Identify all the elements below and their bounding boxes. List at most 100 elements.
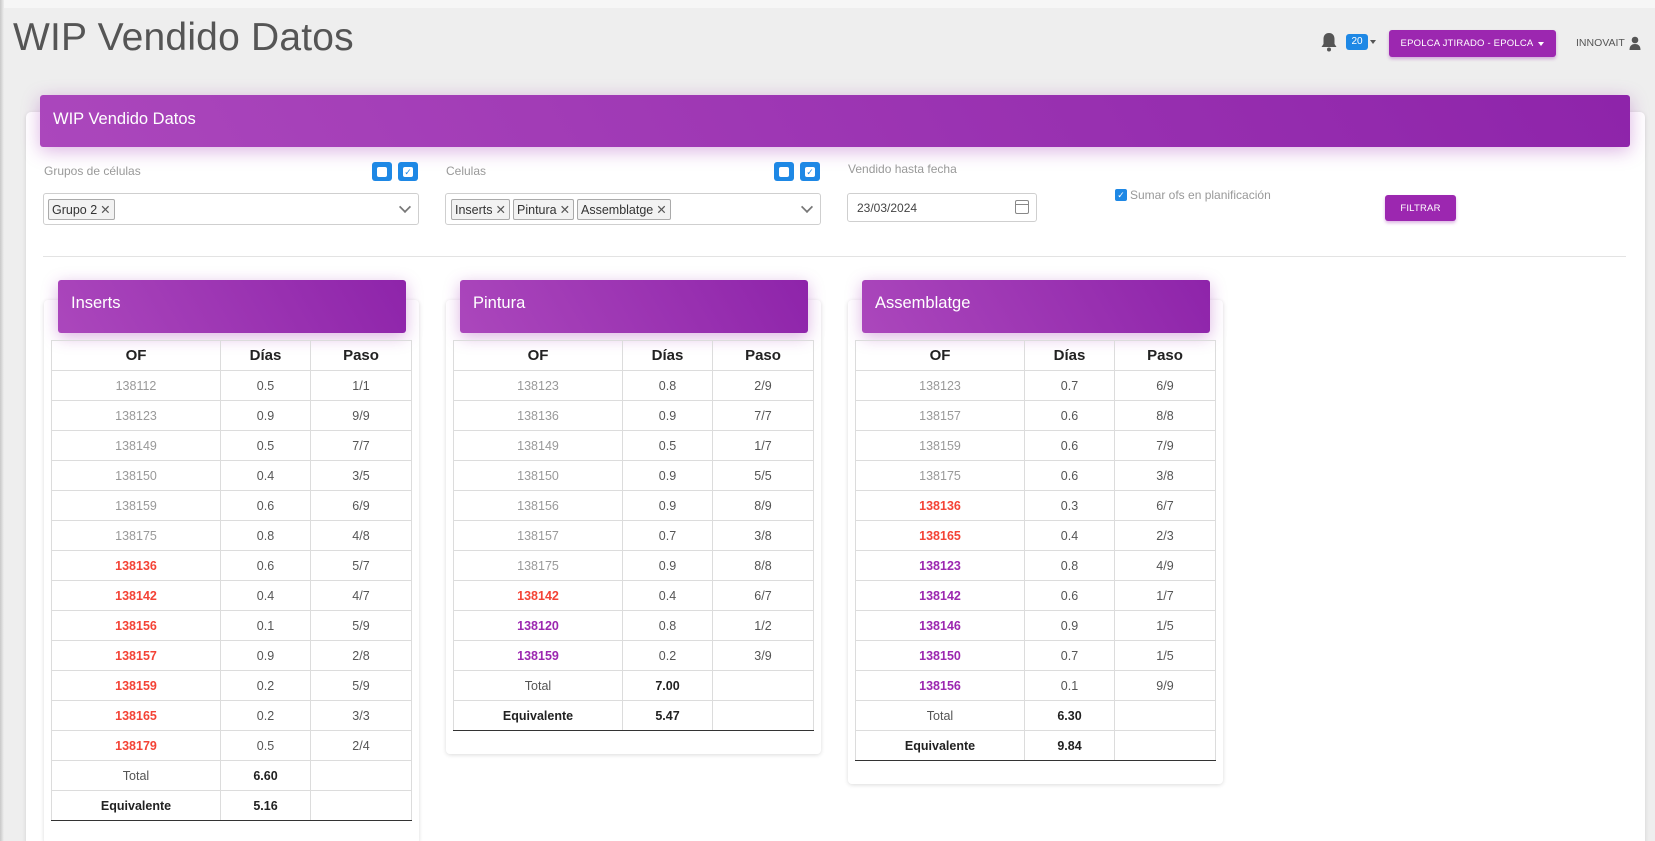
celulas-select[interactable]: Inserts ✕ Pintura ✕ Assemblatge ✕ bbox=[445, 193, 821, 225]
sumar-checkbox[interactable]: ✓ Sumar ofs en planificación bbox=[1115, 188, 1271, 202]
panel-title: Assemblatge bbox=[862, 280, 1210, 333]
equivalente-row: Equivalente 5.47 bbox=[453, 700, 814, 731]
of-cell: 138157 bbox=[855, 400, 1025, 431]
of-cell: 138120 bbox=[453, 610, 623, 641]
dias-cell: 0.1 bbox=[1024, 670, 1115, 701]
of-cell: 138136 bbox=[51, 550, 221, 581]
filtrar-button[interactable]: FILTRAR bbox=[1385, 195, 1456, 221]
tag-label: Inserts bbox=[455, 203, 493, 217]
celulas-tag[interactable]: Inserts ✕ bbox=[451, 199, 510, 220]
dias-cell: 0.5 bbox=[220, 430, 311, 461]
column-header[interactable]: Días bbox=[622, 340, 713, 371]
paso-cell: 1/5 bbox=[1114, 640, 1216, 671]
notifications-badge[interactable]: 20 bbox=[1346, 34, 1368, 50]
column-header[interactable]: OF bbox=[855, 340, 1025, 371]
page-title: WIP Vendido Datos bbox=[13, 16, 354, 59]
dias-cell: 0.9 bbox=[622, 550, 713, 581]
column-header[interactable]: Paso bbox=[310, 340, 412, 371]
select-all-celulas-button[interactable]: ✓ bbox=[800, 162, 820, 181]
remove-tag-icon[interactable]: ✕ bbox=[559, 203, 571, 217]
table-row: 138159 0.6 7/9 bbox=[855, 430, 1216, 461]
table-row: 138179 0.5 2/4 bbox=[51, 730, 412, 761]
square-icon bbox=[779, 166, 789, 177]
of-cell: 138157 bbox=[51, 640, 221, 671]
org-menu[interactable]: INNOVAIT bbox=[1576, 36, 1641, 50]
of-cell: 138179 bbox=[51, 730, 221, 761]
checkbox-checked-icon[interactable]: ✓ bbox=[1115, 189, 1127, 201]
dias-cell: 0.8 bbox=[1024, 550, 1115, 581]
of-cell: 138142 bbox=[855, 580, 1025, 611]
of-cell: 138150 bbox=[453, 460, 623, 491]
user-dropdown-button[interactable]: EPOLCA JTIRADO - EPOLCA bbox=[1389, 30, 1556, 57]
sidebar-edge bbox=[0, 0, 4, 841]
deselect-all-grupos-button[interactable] bbox=[372, 162, 392, 181]
dias-cell: 0.9 bbox=[622, 460, 713, 491]
check-icon: ✓ bbox=[805, 166, 815, 177]
dias-cell: 0.6 bbox=[1024, 400, 1115, 431]
chevron-down-icon[interactable] bbox=[398, 200, 412, 214]
celulas-tag[interactable]: Assemblatge ✕ bbox=[577, 199, 671, 220]
total-value: 6.60 bbox=[220, 760, 311, 791]
bell-icon[interactable] bbox=[1320, 32, 1338, 52]
column-header[interactable]: Paso bbox=[1114, 340, 1216, 371]
paso-cell: 1/5 bbox=[1114, 610, 1216, 641]
dias-cell: 0.5 bbox=[220, 730, 311, 761]
table-row: 138142 0.4 4/7 bbox=[51, 580, 412, 611]
select-all-grupos-button[interactable]: ✓ bbox=[398, 162, 418, 181]
table-row: 138157 0.9 2/8 bbox=[51, 640, 412, 671]
paso-cell: 6/9 bbox=[1114, 370, 1216, 401]
grupos-label: Grupos de células bbox=[44, 164, 141, 178]
equivalente-row: Equivalente 5.16 bbox=[51, 790, 412, 821]
grupos-tag[interactable]: Grupo 2 ✕ bbox=[48, 199, 115, 220]
empty-cell bbox=[310, 790, 412, 821]
remove-tag-icon[interactable]: ✕ bbox=[656, 203, 667, 217]
table-row: 138112 0.5 1/1 bbox=[51, 370, 412, 401]
grupos-select[interactable]: Grupo 2 ✕ bbox=[43, 193, 419, 225]
paso-cell: 6/7 bbox=[712, 580, 814, 611]
equivalente-value: 5.16 bbox=[220, 790, 311, 821]
dias-cell: 0.6 bbox=[1024, 580, 1115, 611]
calendar-icon[interactable] bbox=[1015, 200, 1029, 214]
paso-cell: 5/5 bbox=[712, 460, 814, 491]
of-cell: 138112 bbox=[51, 370, 221, 401]
table-row: 138123 0.9 9/9 bbox=[51, 400, 412, 431]
table-row: 138149 0.5 1/7 bbox=[453, 430, 814, 461]
top-strip bbox=[0, 0, 1655, 8]
of-table: OF Días Paso 138123 0.7 6/9 138157 0.6 8/8 138159… bbox=[855, 340, 1216, 761]
column-header[interactable]: Paso bbox=[712, 340, 814, 371]
divider bbox=[43, 256, 1626, 257]
table-row: 138175 0.8 4/8 bbox=[51, 520, 412, 551]
panel-title: Inserts bbox=[58, 280, 406, 333]
dias-cell: 0.9 bbox=[622, 400, 713, 431]
fecha-input[interactable]: 23/03/2024 bbox=[847, 193, 1037, 222]
table-row: 138123 0.7 6/9 bbox=[855, 370, 1216, 401]
paso-cell: 1/7 bbox=[712, 430, 814, 461]
of-cell: 138175 bbox=[855, 460, 1025, 491]
paso-cell: 7/7 bbox=[310, 430, 412, 461]
dias-cell: 0.4 bbox=[622, 580, 713, 611]
column-header[interactable]: OF bbox=[453, 340, 623, 371]
dias-cell: 0.8 bbox=[220, 520, 311, 551]
remove-tag-icon[interactable]: ✕ bbox=[100, 203, 111, 217]
dias-cell: 0.9 bbox=[1024, 610, 1115, 641]
deselect-all-celulas-button[interactable] bbox=[774, 162, 794, 181]
chevron-down-icon[interactable] bbox=[800, 200, 814, 214]
table-row: 138157 0.6 8/8 bbox=[855, 400, 1216, 431]
of-cell: 138156 bbox=[855, 670, 1025, 701]
of-cell: 138150 bbox=[51, 460, 221, 491]
tag-label: Grupo 2 bbox=[52, 203, 98, 217]
of-cell: 138175 bbox=[453, 550, 623, 581]
dias-cell: 0.7 bbox=[1024, 640, 1115, 671]
paso-cell: 9/9 bbox=[1114, 670, 1216, 701]
equivalente-label: Equivalente bbox=[51, 790, 221, 821]
table-row: 138175 0.9 8/8 bbox=[453, 550, 814, 581]
column-header[interactable]: OF bbox=[51, 340, 221, 371]
column-header[interactable]: Días bbox=[220, 340, 311, 371]
celulas-tag[interactable]: Pintura ✕ bbox=[513, 199, 575, 220]
column-header[interactable]: Días bbox=[1024, 340, 1115, 371]
dias-cell: 0.4 bbox=[1024, 520, 1115, 551]
chevron-down-icon[interactable] bbox=[1370, 40, 1376, 44]
dias-cell: 0.2 bbox=[220, 700, 311, 731]
remove-tag-icon[interactable]: ✕ bbox=[495, 203, 506, 217]
dias-cell: 0.1 bbox=[220, 610, 311, 641]
